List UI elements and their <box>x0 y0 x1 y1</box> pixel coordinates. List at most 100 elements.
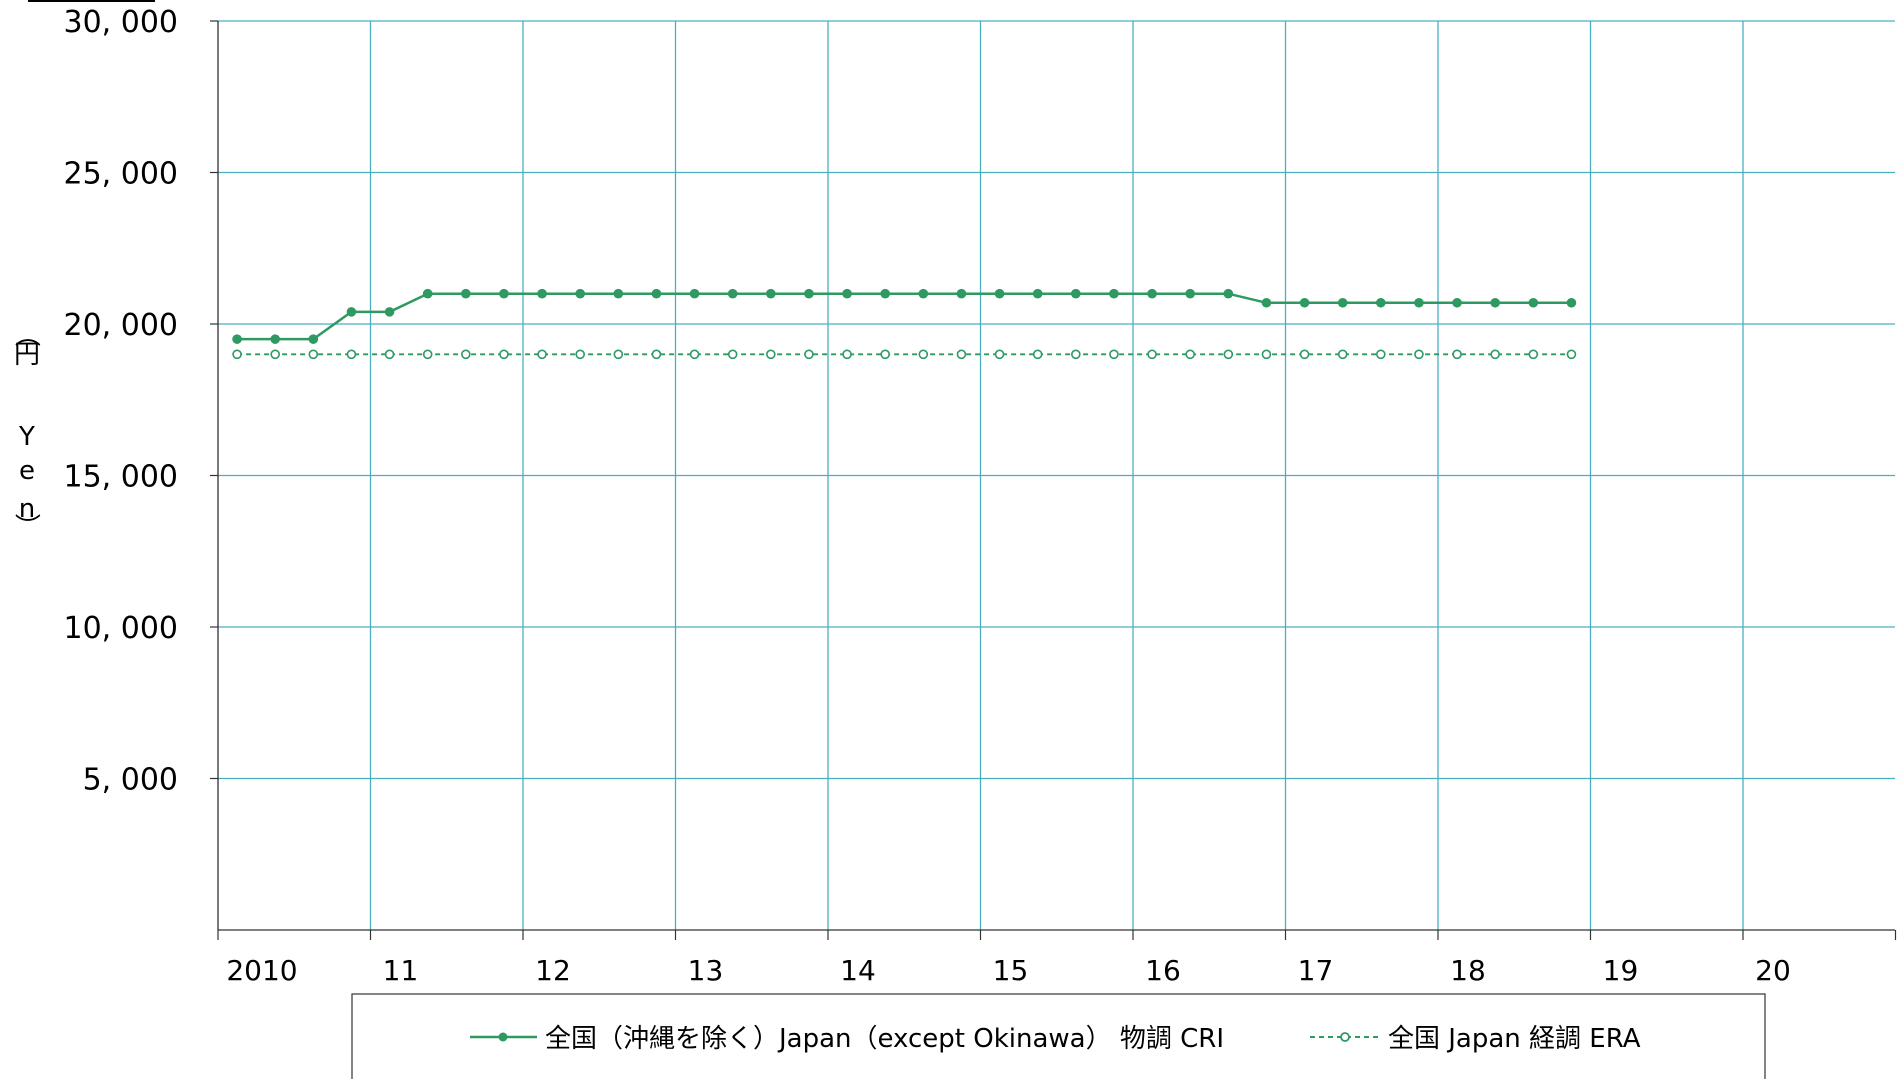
legend-marker-cri <box>498 1032 508 1042</box>
data-point-cri <box>499 288 509 299</box>
data-point-cri <box>804 288 814 299</box>
x-tick-label: 20 <box>1755 954 1791 987</box>
data-point-era <box>727 349 738 360</box>
data-point-era <box>1223 349 1234 360</box>
data-point-cri <box>880 288 890 299</box>
data-point-cri <box>918 288 929 299</box>
series-line-cri <box>237 292 1572 341</box>
data-point-cri <box>308 334 319 344</box>
x-tick-label: 16 <box>1145 954 1181 987</box>
data-point-cri <box>1261 297 1272 308</box>
data-point-era <box>1566 349 1577 360</box>
data-point-era <box>651 349 662 360</box>
y-tick-label: 25, 000 <box>63 157 178 192</box>
y-axis-label-char: 円 <box>14 340 40 370</box>
legend-label-cri: 全国（沖縄を除く）Japan（except Okinawa） 物調 CRI <box>545 1024 1224 1054</box>
data-point-cri <box>1147 288 1157 299</box>
x-tick-label: 19 <box>1603 954 1639 987</box>
y-axis-label-char: n <box>19 494 35 524</box>
data-point-era <box>1299 349 1310 360</box>
data-point-era <box>994 349 1005 360</box>
y-tick-label: 20, 000 <box>63 308 178 343</box>
data-point-cri <box>766 288 776 299</box>
data-point-cri <box>727 288 738 299</box>
data-point-era <box>1490 349 1500 360</box>
data-point-era <box>1147 349 1157 360</box>
data-point-era <box>1261 349 1272 360</box>
data-point-era <box>1071 349 1081 360</box>
data-point-cri <box>613 288 624 299</box>
data-point-cri <box>1109 288 1119 299</box>
data-point-cri <box>232 334 242 344</box>
y-axis: 5, 000 10, 000 15, 000 20, 000 25, 000 30, 00… <box>63 5 218 798</box>
data-point-cri <box>689 288 700 299</box>
legend-box <box>351 993 1766 1079</box>
data-point-cri <box>461 288 471 299</box>
y-axis-label: （円 Yen） <box>11 321 41 539</box>
x-tick-label: 18 <box>1450 954 1486 987</box>
data-point-cri <box>1223 288 1234 299</box>
data-point-cri <box>956 288 967 299</box>
legend: 全国（沖縄を除く）Japan（except Okinawa） 物調 CRI 全国… <box>351 993 1766 1079</box>
y-tick-label: 30, 000 <box>63 5 178 40</box>
data-point-era <box>575 349 585 360</box>
data-point-era <box>956 349 967 360</box>
y-tick-label: 5, 000 <box>83 763 178 798</box>
data-point-era <box>461 349 471 360</box>
data-point-era <box>1452 349 1462 360</box>
data-point-era <box>766 349 776 360</box>
data-point-era <box>880 349 890 360</box>
data-point-era <box>842 349 852 360</box>
data-point-cri <box>575 288 585 299</box>
data-point-cri <box>1414 297 1424 308</box>
data-point-cri <box>1185 288 1195 299</box>
gridlines <box>218 21 1895 930</box>
x-tick-label: 15 <box>993 954 1029 987</box>
data-point-cri <box>422 288 433 299</box>
data-point-era <box>1414 349 1424 360</box>
x-tick-label: 12 <box>535 954 571 987</box>
data-point-cri <box>1032 288 1043 299</box>
data-point-era <box>308 349 319 360</box>
data-point-cri <box>1490 297 1500 308</box>
data-point-era <box>384 349 395 360</box>
data-point-cri <box>1452 297 1462 308</box>
x-tick-label: 14 <box>840 954 876 987</box>
data-point-era <box>537 349 547 360</box>
data-point-era <box>1032 349 1043 360</box>
legend-label-era: 全国 Japan 経調 ERA <box>1388 1024 1641 1054</box>
data-point-cri <box>270 334 280 344</box>
data-point-cri <box>384 307 395 317</box>
series-lines <box>232 288 1577 360</box>
data-point-cri <box>994 288 1005 299</box>
data-point-cri <box>537 288 547 299</box>
y-axis-label-char: （ <box>11 321 41 347</box>
data-point-era <box>346 349 357 360</box>
x-tick-label: 17 <box>1298 954 1334 987</box>
y-tick-label: 15, 000 <box>63 460 178 495</box>
data-point-era <box>1185 349 1195 360</box>
y-axis-label-char: ） <box>11 513 41 539</box>
x-axis: 2010 11 12 13 14 15 16 17 18 19 20 <box>217 930 1897 987</box>
x-tick-label: 13 <box>688 954 724 987</box>
y-axis-label-char: Y <box>18 422 35 452</box>
y-axis-label-char: e <box>19 456 35 486</box>
data-point-cri <box>346 307 357 317</box>
data-point-era <box>1109 349 1119 360</box>
data-point-cri <box>1566 297 1577 308</box>
data-point-era <box>804 349 814 360</box>
data-point-era <box>918 349 929 360</box>
x-tick-label: 2010 <box>226 954 297 987</box>
x-tick-label: 11 <box>383 954 419 987</box>
data-point-era <box>422 349 433 360</box>
data-point-cri <box>1071 288 1081 299</box>
data-point-era <box>1376 349 1386 360</box>
data-point-era <box>270 349 280 360</box>
data-point-cri <box>1299 297 1310 308</box>
y-tick-label: 10, 000 <box>63 611 178 646</box>
data-point-era <box>1337 349 1348 360</box>
data-point-cri <box>1528 297 1539 308</box>
data-point-cri <box>1337 297 1348 308</box>
legend-entry-cri: 全国（沖縄を除く）Japan（except Okinawa） 物調 CRI <box>470 1024 1224 1054</box>
